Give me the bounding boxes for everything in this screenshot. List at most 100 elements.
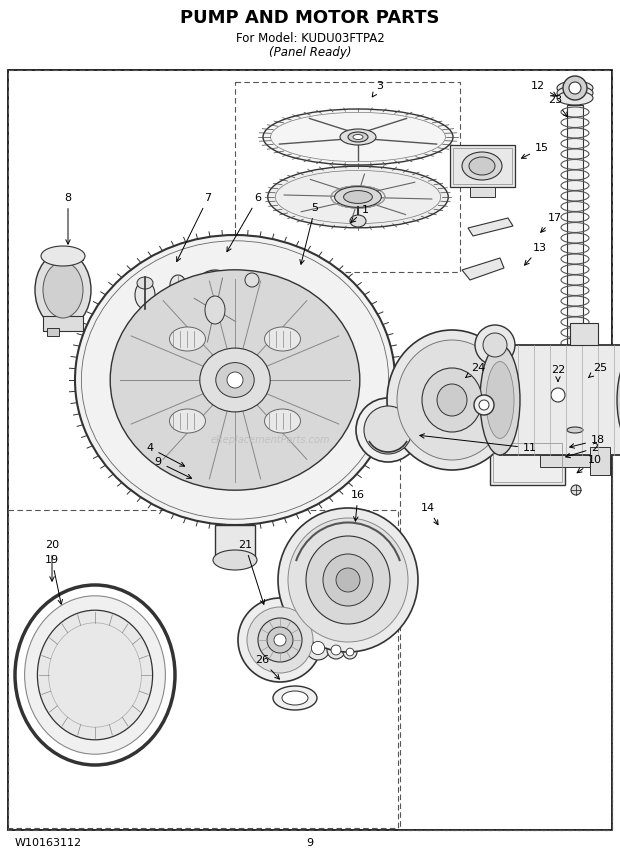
Ellipse shape [288,518,408,642]
Ellipse shape [25,596,166,754]
Text: 3: 3 [372,81,384,97]
Ellipse shape [37,610,153,740]
Ellipse shape [350,215,366,227]
Ellipse shape [479,400,489,410]
Ellipse shape [475,325,515,365]
Ellipse shape [216,363,254,397]
Ellipse shape [75,235,395,525]
Text: 19: 19 [45,555,63,604]
Ellipse shape [43,262,83,318]
Bar [570,323,598,345]
Bar [8,70,612,830]
Text: 13: 13 [525,243,547,265]
Ellipse shape [327,641,345,659]
Ellipse shape [135,281,155,309]
Text: 10: 10 [577,455,602,473]
Text: 16: 16 [351,490,365,521]
Text: 21: 21 [238,540,265,604]
Bar [500,345,620,455]
Ellipse shape [213,550,257,570]
Text: For Model: KUDU03FTPA2: For Model: KUDU03FTPA2 [236,32,384,45]
Ellipse shape [569,82,581,94]
Text: 22: 22 [551,365,565,381]
Bar [567,105,583,425]
Ellipse shape [387,330,517,470]
Text: 25: 25 [588,363,607,377]
Bar [493,443,562,482]
Bar [590,447,610,475]
Text: 20: 20 [45,540,59,581]
Ellipse shape [567,427,583,433]
Ellipse shape [258,618,302,662]
Ellipse shape [41,246,85,266]
Ellipse shape [331,645,341,655]
Bar [490,440,565,485]
Ellipse shape [340,129,376,145]
Ellipse shape [278,508,418,652]
Ellipse shape [551,388,565,402]
Ellipse shape [282,691,308,705]
Bar [8,70,612,830]
Text: eReplacementParts.com: eReplacementParts.com [210,435,330,445]
Bar [47,328,59,336]
Text: 15: 15 [521,143,549,158]
Ellipse shape [483,333,507,357]
Ellipse shape [245,273,259,287]
Bar [540,455,590,467]
Text: 17: 17 [541,213,562,232]
Bar [235,82,460,272]
Ellipse shape [306,536,390,624]
Ellipse shape [267,627,293,653]
Ellipse shape [247,607,313,673]
Ellipse shape [546,383,570,407]
Text: 2: 2 [565,443,598,458]
Ellipse shape [353,134,363,140]
Ellipse shape [364,406,412,454]
Ellipse shape [274,634,286,646]
Ellipse shape [557,86,593,100]
Ellipse shape [170,275,186,295]
Ellipse shape [557,81,593,95]
Ellipse shape [486,361,514,438]
Ellipse shape [561,424,589,436]
Text: 9: 9 [306,838,314,848]
Bar [250,280,275,295]
Bar [43,316,83,331]
Ellipse shape [336,568,360,592]
Ellipse shape [311,641,325,655]
Ellipse shape [397,340,507,460]
Bar [453,148,512,184]
Ellipse shape [563,76,587,100]
Ellipse shape [346,648,354,656]
Ellipse shape [169,409,205,433]
Ellipse shape [110,270,360,490]
Ellipse shape [265,327,301,351]
Ellipse shape [462,152,502,180]
Ellipse shape [323,554,373,606]
Text: 12: 12 [531,81,557,96]
Text: 14: 14 [421,503,438,525]
Ellipse shape [335,187,381,207]
Text: 1: 1 [351,205,368,223]
Ellipse shape [169,327,205,351]
Ellipse shape [571,485,581,495]
Bar [43,252,83,260]
Text: 24: 24 [466,363,485,377]
Ellipse shape [263,109,453,165]
Ellipse shape [356,398,420,462]
Ellipse shape [348,132,368,142]
Ellipse shape [205,296,225,324]
Text: (Panel Ready): (Panel Ready) [268,45,352,58]
Ellipse shape [306,636,330,660]
Bar [400,440,612,830]
Polygon shape [462,258,504,280]
Text: 9: 9 [154,457,192,479]
Text: 23: 23 [548,95,568,117]
Ellipse shape [268,166,448,228]
Ellipse shape [187,270,243,350]
Bar [8,510,398,828]
Text: 6: 6 [227,193,262,252]
Text: 8: 8 [64,193,71,244]
Bar [215,525,255,560]
Polygon shape [468,218,513,236]
